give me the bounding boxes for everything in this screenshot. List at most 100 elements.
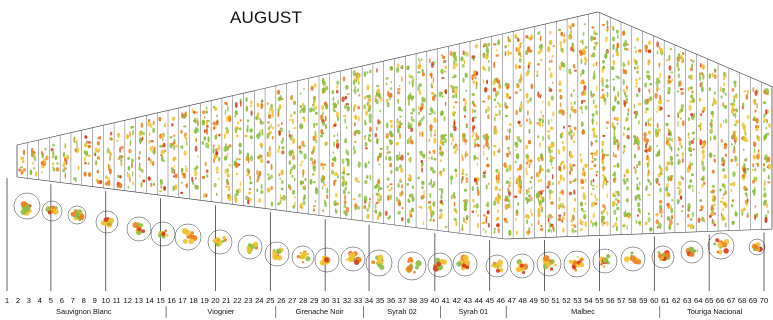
canopy-strip xyxy=(622,30,631,230)
sample-circle xyxy=(651,245,675,269)
canopy-strip xyxy=(611,25,621,232)
canopy-strip xyxy=(578,23,588,232)
canopy-strip xyxy=(319,77,329,212)
row-number-label: 53 xyxy=(573,296,581,305)
row-number-label: 61 xyxy=(661,296,669,305)
canopy-strip xyxy=(384,65,394,220)
sample-circle xyxy=(680,240,704,264)
sample-circle xyxy=(264,241,290,267)
canopy-strip xyxy=(212,105,221,196)
row-number-label: 36 xyxy=(387,296,395,305)
sample-circle xyxy=(237,234,263,260)
canopy-strip xyxy=(341,76,350,217)
canopy-strip xyxy=(719,71,728,228)
row-number-label: 51 xyxy=(551,296,559,305)
sample-circle xyxy=(207,229,233,255)
row-number-label: 28 xyxy=(299,296,307,305)
canopy-strip xyxy=(244,97,254,205)
sample-circle xyxy=(365,249,393,277)
row-number-label: 11 xyxy=(113,296,121,305)
canopy-strip xyxy=(417,57,426,225)
canopy-strip xyxy=(600,20,610,227)
canopy-strip xyxy=(762,88,772,224)
canopy-strip xyxy=(708,68,717,227)
sample-circle xyxy=(340,246,366,272)
row-number-label: 60 xyxy=(650,296,658,305)
row-number-label: 64 xyxy=(694,296,702,305)
row-number-label: 31 xyxy=(332,296,340,305)
row-number-label: 13 xyxy=(134,296,142,305)
row-dividers xyxy=(16,12,773,239)
row-number-label: 62 xyxy=(672,296,680,305)
row-number-label: 46 xyxy=(496,296,504,305)
canopy-strip xyxy=(298,87,307,210)
row-number-label: 17 xyxy=(178,296,186,305)
row-number-label: 25 xyxy=(266,296,274,305)
sample-circle xyxy=(509,253,535,279)
canopy-strip xyxy=(589,26,599,228)
canopy-strip xyxy=(352,70,361,211)
row-number-label: 41 xyxy=(442,296,450,305)
canopy-strip xyxy=(427,58,437,222)
row-number-label: 35 xyxy=(376,296,384,305)
canopy-strip xyxy=(557,28,567,233)
sample-circle xyxy=(485,254,509,278)
row-number-label: 69 xyxy=(749,296,757,305)
canopy-strip xyxy=(138,122,146,188)
canopy-strip xyxy=(460,50,469,231)
row-number-label: 40 xyxy=(431,296,439,305)
row-number-label: 29 xyxy=(310,296,318,305)
variety-label: Sauvignon Blanc xyxy=(56,307,112,316)
canopy-strip xyxy=(83,135,92,178)
canopy-strip xyxy=(276,89,286,206)
row-number-label: 49 xyxy=(529,296,537,305)
canopy-strip xyxy=(567,23,578,234)
canopy-strip xyxy=(492,39,502,234)
row-number-label: 48 xyxy=(518,296,526,305)
row-number-label: 30 xyxy=(321,296,329,305)
sample-circle xyxy=(41,200,63,222)
row-number-label: 4 xyxy=(38,296,42,305)
sample-circle xyxy=(748,238,766,256)
canopy-strip xyxy=(665,48,674,230)
row-number-label: 6 xyxy=(60,296,64,305)
row-number-label: 32 xyxy=(343,296,351,305)
row-number-label: 59 xyxy=(639,296,647,305)
sample-circle xyxy=(95,210,119,234)
canopy-strip xyxy=(363,69,372,219)
row-number-label: 52 xyxy=(562,296,570,305)
canopy-strip xyxy=(255,98,265,203)
canopy-strip xyxy=(449,51,459,227)
canopy-strip xyxy=(535,30,545,232)
canopy-strip xyxy=(233,98,243,204)
sample-circle xyxy=(592,248,618,274)
row-number-label: 9 xyxy=(93,296,97,305)
row-number-label: 3 xyxy=(27,296,31,305)
canopy-strip xyxy=(104,131,113,187)
canopy-strip xyxy=(62,142,70,179)
row-number-axis: 1 2 3 4 5 6 7 8 9 10 11 12 13 14 15 16 17 18 19 20 21 22 23 24 2… xyxy=(5,296,768,305)
canopy-strip xyxy=(201,106,210,199)
canopy-strip xyxy=(395,63,404,222)
row-number-label: 16 xyxy=(167,296,175,305)
row-number-label: 23 xyxy=(244,296,252,305)
row-number-label: 56 xyxy=(606,296,614,305)
row-number-label: 7 xyxy=(71,296,75,305)
sample-circle xyxy=(620,246,646,272)
canopy-strip xyxy=(471,44,480,229)
sample-circle xyxy=(314,247,340,273)
canopy-strip xyxy=(481,42,491,234)
row-number-label: 22 xyxy=(233,296,241,305)
row-number-label: 57 xyxy=(617,296,625,305)
canopy-strip xyxy=(18,149,27,175)
row-number-label: 50 xyxy=(540,296,548,305)
canopy-strip xyxy=(697,63,707,224)
canopy-strip xyxy=(158,116,167,193)
canopy-strip xyxy=(374,68,383,220)
row-number-label: 43 xyxy=(464,296,472,305)
row-number-label: 38 xyxy=(409,296,417,305)
row-number-label: 5 xyxy=(49,296,53,305)
row-number-label: 2 xyxy=(16,296,20,305)
canopy-strip xyxy=(266,102,275,207)
row-number-label: 65 xyxy=(705,296,713,305)
